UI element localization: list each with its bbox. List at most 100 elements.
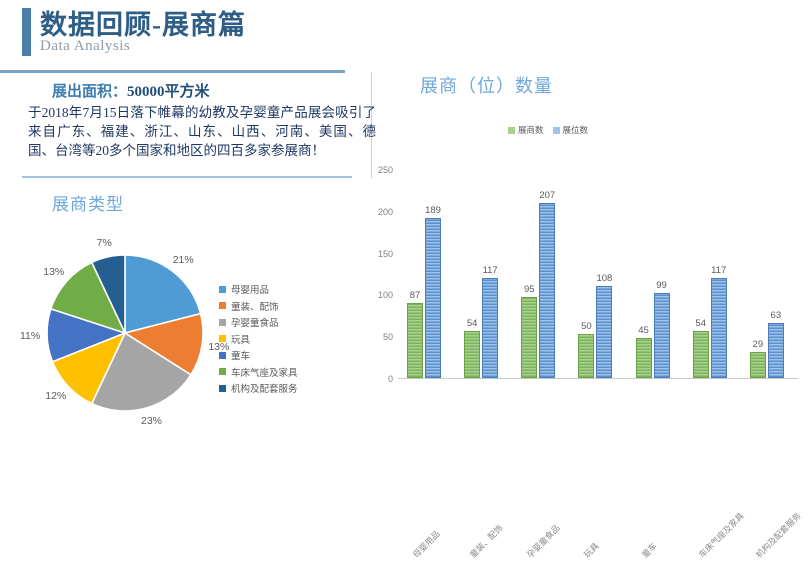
bar-group: 54 117 (464, 265, 499, 378)
bar-group: 54 117 (692, 265, 727, 378)
pie-slice-label: 13% (43, 266, 65, 279)
legend-item: 机构及配套服务 (219, 380, 298, 397)
exhibition-area-label: 展出面积： (52, 84, 128, 100)
bar-group: 45 99 (635, 280, 670, 378)
bar-value-label: 108 (596, 272, 613, 284)
legend-label: 展商数 (518, 125, 544, 135)
x-axis-tick-label: 孕婴童食品 (524, 522, 563, 560)
bar-value-label: 45 (638, 325, 649, 337)
bar-value-label: 29 (752, 338, 764, 350)
bar: 108 (596, 273, 613, 378)
text-block-divider (22, 176, 352, 178)
legend-swatch-icon (219, 384, 226, 392)
bar: 63 (767, 310, 784, 378)
pie-slice-label: 21% (172, 254, 194, 267)
bar-group: 29 63 (749, 310, 784, 378)
bar: 29 (749, 339, 766, 378)
pie-slice (124, 254, 202, 335)
legend-swatch-icon (219, 285, 226, 293)
bar: 207 (539, 190, 556, 378)
x-axis-tick-label: 童装、配饰 (467, 522, 505, 560)
bar: 54 (464, 318, 481, 378)
bar-value-label: 95 (523, 283, 535, 295)
pie-slice-label: 12% (45, 389, 67, 402)
legend-label: 孕婴童食品 (231, 319, 279, 330)
x-axis-tick-label: 车床气座及家具 (696, 510, 746, 560)
pie-slice (90, 254, 126, 334)
bar: 87 (407, 290, 423, 378)
pie-slice (123, 312, 204, 376)
legend-label: 玩具 (231, 335, 251, 346)
bar: 117 (710, 265, 727, 378)
bar: 99 (653, 280, 670, 378)
bar-chart-plot-area: 0 50 100 150 200 250 87 189 母婴用品 54 117 童装、配饰 95 207 孕… (378, 165, 803, 560)
legend-label: 童装、配饰 (231, 302, 279, 313)
y-axis-tick-label: 50 (382, 332, 393, 343)
legend-swatch-icon (219, 302, 226, 310)
summary-paragraph: 于2018年7月15日落下帷幕的幼教及孕婴童产品展会吸引了来自广东、福建、浙江、… (28, 105, 376, 158)
bar: 50 (578, 321, 595, 378)
x-axis-tick-label: 母婴用品 (410, 528, 442, 560)
legend-swatch-icon (219, 368, 226, 376)
y-axis-tick-label: 0 (387, 374, 393, 384)
pie-slice (49, 261, 127, 335)
bar: 54 (692, 318, 709, 378)
y-axis-tick-label: 100 (377, 290, 393, 301)
legend-item: 玩具 (219, 331, 298, 348)
legend-swatch-icon (552, 126, 560, 134)
bar-value-label: 87 (409, 290, 421, 302)
y-axis-tick-label: 250 (377, 165, 393, 175)
x-axis-tick-label: 童车 (639, 540, 659, 560)
exhibition-area-value: 50000平方米 (127, 84, 210, 100)
bar-chart-legend: 展商数 展位数 (508, 124, 588, 136)
bar-value-label: 63 (770, 310, 782, 322)
pie-slice-label: 11% (19, 329, 41, 342)
bar-value-label: 117 (711, 265, 727, 277)
legend-item: 孕婴童食品 (219, 314, 298, 331)
x-axis-tick-label: 机构及配套服务 (753, 510, 803, 560)
slide: 数据回顾-展商篇 Data Analysis 展出面积：50000平方米 于20… (0, 8, 803, 560)
pie-slice-label: 23% (140, 415, 163, 428)
x-axis-line (398, 378, 798, 379)
title-accent-bar (22, 8, 31, 56)
legend-label: 展位数 (562, 125, 589, 135)
bar-group: 87 189 (407, 205, 441, 378)
legend-item: 展商数 (508, 124, 544, 136)
bar-group: 50 108 (578, 273, 613, 378)
bar-group: 95 207 (521, 190, 556, 378)
legend-item: 车床气座及家具 (219, 364, 298, 381)
legend-swatch-icon (508, 126, 515, 134)
legend-item: 童车 (219, 347, 298, 364)
y-axis-tick-label: 150 (377, 248, 393, 259)
bar-value-label: 207 (539, 189, 556, 201)
pie-chart-legend: 母婴用品童装、配饰孕婴童食品玩具童车 车床气座及家具机构及配套服务 (219, 281, 298, 397)
bar: 95 (521, 284, 538, 378)
bar-value-label: 50 (581, 321, 592, 333)
bar-value-label: 99 (656, 280, 667, 292)
legend-swatch-icon (219, 318, 226, 326)
bar-value-label: 54 (695, 317, 706, 329)
legend-item: 童装、配饰 (219, 298, 298, 315)
legend-label: 机构及配套服务 (231, 385, 298, 396)
bar: 45 (635, 325, 652, 378)
legend-item: 展位数 (552, 124, 589, 136)
legend-swatch-icon (219, 351, 226, 359)
legend-swatch-icon (219, 335, 226, 343)
pie-chart: 21% 13% 23% 12% 11% 13% 7% (20, 237, 229, 427)
y-axis-tick-label: 200 (377, 206, 393, 217)
pie-slice-label: 7% (96, 237, 112, 250)
page-title: 数据回顾-展商篇 (40, 10, 246, 40)
bar: 189 (425, 205, 441, 378)
exhibition-area-heading: 展出面积：50000平方米 (52, 80, 210, 101)
bar-value-label: 189 (425, 205, 441, 216)
bar-value-label: 117 (482, 265, 498, 277)
bar: 117 (482, 265, 499, 378)
page-subtitle: Data Analysis (40, 38, 131, 54)
pie-chart-title: 展商类型 (52, 195, 124, 214)
legend-label: 童车 (231, 352, 251, 363)
vertical-divider (371, 72, 372, 178)
legend-item: 母婴用品 (219, 281, 298, 298)
bar-value-label: 54 (466, 317, 478, 329)
bar-chart-title: 展商（位）数量 (420, 76, 553, 96)
x-axis-tick-label: 玩具 (582, 540, 602, 560)
